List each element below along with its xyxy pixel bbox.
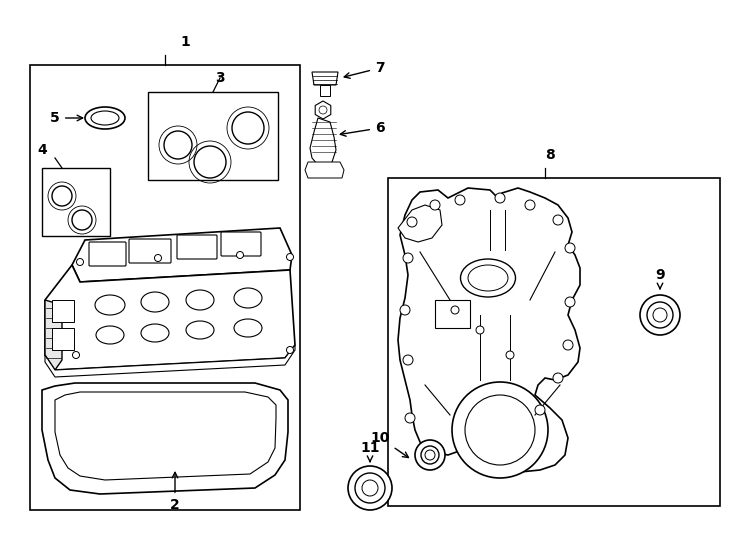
- Circle shape: [476, 326, 484, 334]
- Circle shape: [653, 308, 667, 322]
- Circle shape: [465, 395, 535, 465]
- Text: 5: 5: [50, 111, 83, 125]
- Polygon shape: [55, 392, 276, 480]
- Text: 1: 1: [180, 35, 190, 49]
- Circle shape: [565, 297, 575, 307]
- Circle shape: [421, 446, 439, 464]
- Circle shape: [647, 302, 673, 328]
- Bar: [148, 92, 278, 180]
- Polygon shape: [45, 265, 295, 370]
- Text: 4: 4: [37, 143, 47, 157]
- Circle shape: [355, 473, 385, 503]
- Text: 11: 11: [360, 441, 379, 462]
- Text: 3: 3: [215, 71, 225, 85]
- Ellipse shape: [234, 288, 262, 308]
- Circle shape: [403, 355, 413, 365]
- Circle shape: [403, 253, 413, 263]
- Ellipse shape: [468, 265, 508, 291]
- Text: 9: 9: [655, 268, 665, 289]
- Ellipse shape: [141, 324, 169, 342]
- Circle shape: [407, 217, 417, 227]
- Ellipse shape: [141, 292, 169, 312]
- Circle shape: [452, 382, 548, 478]
- Circle shape: [400, 305, 410, 315]
- Ellipse shape: [95, 295, 125, 315]
- Bar: [52, 300, 74, 322]
- Bar: [435, 300, 470, 328]
- Polygon shape: [315, 101, 331, 119]
- Ellipse shape: [91, 111, 119, 125]
- Ellipse shape: [460, 259, 515, 297]
- Bar: [30, 65, 300, 510]
- Circle shape: [76, 259, 84, 266]
- Circle shape: [535, 405, 545, 415]
- Circle shape: [405, 413, 415, 423]
- FancyBboxPatch shape: [177, 235, 217, 259]
- Circle shape: [495, 193, 505, 203]
- FancyBboxPatch shape: [221, 232, 261, 256]
- Circle shape: [451, 306, 459, 314]
- Circle shape: [506, 351, 514, 359]
- Circle shape: [362, 480, 378, 496]
- Text: 8: 8: [545, 148, 555, 162]
- Circle shape: [640, 295, 680, 335]
- Circle shape: [430, 200, 440, 210]
- Circle shape: [348, 466, 392, 510]
- Polygon shape: [398, 205, 442, 242]
- Circle shape: [425, 450, 435, 460]
- Ellipse shape: [234, 319, 262, 337]
- FancyBboxPatch shape: [89, 242, 126, 266]
- Circle shape: [52, 186, 72, 206]
- Polygon shape: [310, 118, 336, 168]
- Polygon shape: [45, 300, 62, 370]
- Text: 2: 2: [170, 472, 180, 512]
- FancyBboxPatch shape: [129, 239, 171, 263]
- Polygon shape: [42, 383, 288, 494]
- Circle shape: [565, 243, 575, 253]
- Polygon shape: [312, 72, 338, 85]
- Text: 10: 10: [371, 431, 408, 457]
- Bar: [388, 178, 720, 506]
- Circle shape: [164, 131, 192, 159]
- Circle shape: [525, 200, 535, 210]
- Circle shape: [455, 195, 465, 205]
- Circle shape: [563, 340, 573, 350]
- Ellipse shape: [85, 107, 125, 129]
- Circle shape: [286, 253, 294, 260]
- Polygon shape: [72, 228, 292, 282]
- Circle shape: [154, 254, 161, 261]
- Polygon shape: [45, 345, 295, 377]
- Ellipse shape: [186, 321, 214, 339]
- Bar: [52, 328, 74, 350]
- Text: 7: 7: [344, 61, 385, 78]
- Circle shape: [194, 146, 226, 178]
- Polygon shape: [305, 162, 344, 178]
- Bar: [320, 85, 330, 96]
- Polygon shape: [398, 188, 580, 472]
- Circle shape: [553, 215, 563, 225]
- Circle shape: [319, 106, 327, 114]
- Bar: [42, 168, 110, 236]
- Circle shape: [553, 373, 563, 383]
- Ellipse shape: [96, 326, 124, 344]
- Circle shape: [286, 347, 294, 354]
- Circle shape: [236, 252, 244, 259]
- Text: 6: 6: [341, 121, 385, 136]
- Ellipse shape: [186, 290, 214, 310]
- Circle shape: [72, 210, 92, 230]
- Circle shape: [232, 112, 264, 144]
- Circle shape: [415, 440, 445, 470]
- Circle shape: [73, 352, 79, 359]
